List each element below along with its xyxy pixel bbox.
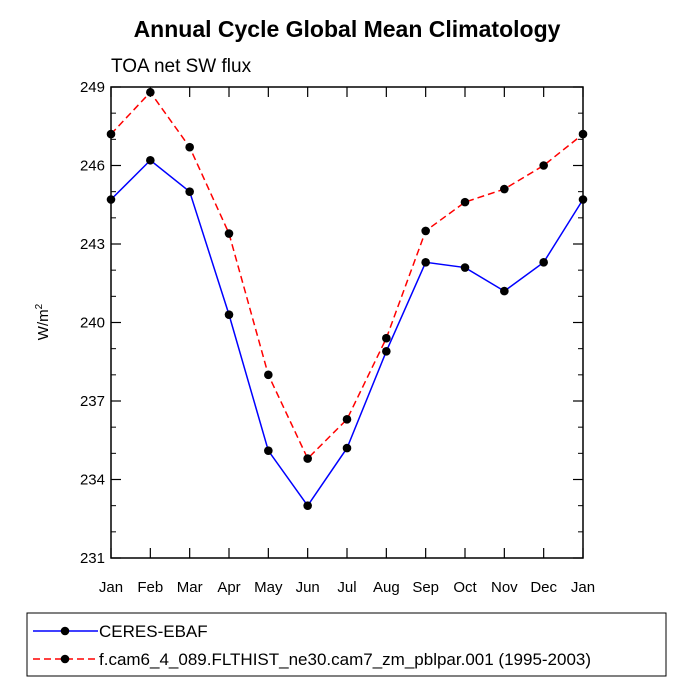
data-point-1 <box>460 197 470 207</box>
legend-label-1: f.cam6_4_089.FLTHIST_ne30.cam7_zm_pblpar… <box>99 650 591 669</box>
data-point-0 <box>342 443 352 453</box>
data-point-0 <box>303 501 312 510</box>
data-point-1 <box>185 142 194 152</box>
data-point-1 <box>500 184 509 194</box>
data-point-0 <box>500 286 509 296</box>
y-tick-label: 240 <box>80 315 105 332</box>
data-point-0 <box>146 155 155 165</box>
svg-text:W/m2: W/m2 <box>34 303 52 340</box>
x-tick-label: Aug <box>373 579 400 596</box>
y-tick-label: 249 <box>80 79 105 96</box>
data-point-0 <box>460 263 470 272</box>
axis-ticks <box>110 86 584 559</box>
data-point-1 <box>382 333 391 343</box>
data-series <box>106 87 588 510</box>
y-tick-label: 243 <box>80 236 105 253</box>
series-line-1 <box>110 91 584 460</box>
data-point-1 <box>303 454 312 463</box>
x-tick-label: May <box>254 579 283 596</box>
x-tick-label: Oct <box>453 579 477 596</box>
y-axis-label-superscript: 2 <box>34 303 45 309</box>
legend-marker-0 <box>60 626 70 636</box>
y-tick-label: 231 <box>80 550 105 567</box>
x-tick-label: Jul <box>337 579 356 596</box>
data-point-1 <box>224 229 234 238</box>
x-tick-label: Jun <box>296 579 320 596</box>
data-point-1 <box>146 87 155 97</box>
data-point-1 <box>421 226 430 236</box>
data-point-0 <box>539 258 548 267</box>
x-tick-label: Mar <box>177 579 203 596</box>
chart-subtitle: TOA net SW flux <box>111 56 252 77</box>
y-tick-label: 237 <box>80 393 105 410</box>
data-point-1 <box>342 415 352 424</box>
x-tick-label: Sep <box>412 579 439 596</box>
x-tick-label: Jan <box>99 579 123 596</box>
y-tick-label: 234 <box>80 472 105 489</box>
legend: CERES-EBAF f.cam6_4_089.FLTHIST_ne30.cam7… <box>26 612 667 677</box>
tick-labels: 231 234 237 240 243 246 249 Jan Feb Mar Apr May Jun J… <box>80 79 595 596</box>
data-point-0 <box>382 346 391 356</box>
plot-frame <box>110 86 584 559</box>
x-tick-label: Dec <box>530 579 557 596</box>
legend-marker-1 <box>60 654 70 664</box>
x-tick-label: Nov <box>491 579 518 596</box>
y-axis-label-text: W/m <box>35 309 52 340</box>
chart-title: Annual Cycle Global Mean Climatology <box>134 16 561 42</box>
x-tick-label: Feb <box>137 579 163 596</box>
legend-box <box>26 612 667 677</box>
x-tick-label: Apr <box>217 579 240 596</box>
data-point-0 <box>421 258 430 267</box>
series-line-0 <box>110 159 584 507</box>
x-tick-label: Jan <box>571 579 595 596</box>
data-point-0 <box>264 446 273 456</box>
data-point-0 <box>224 310 234 319</box>
y-tick-label: 246 <box>80 158 105 175</box>
data-point-1 <box>264 370 273 380</box>
data-point-1 <box>539 161 548 170</box>
data-point-0 <box>185 187 194 196</box>
y-axis-label: W/m2 <box>34 303 52 340</box>
legend-label-0: CERES-EBAF <box>99 622 208 641</box>
